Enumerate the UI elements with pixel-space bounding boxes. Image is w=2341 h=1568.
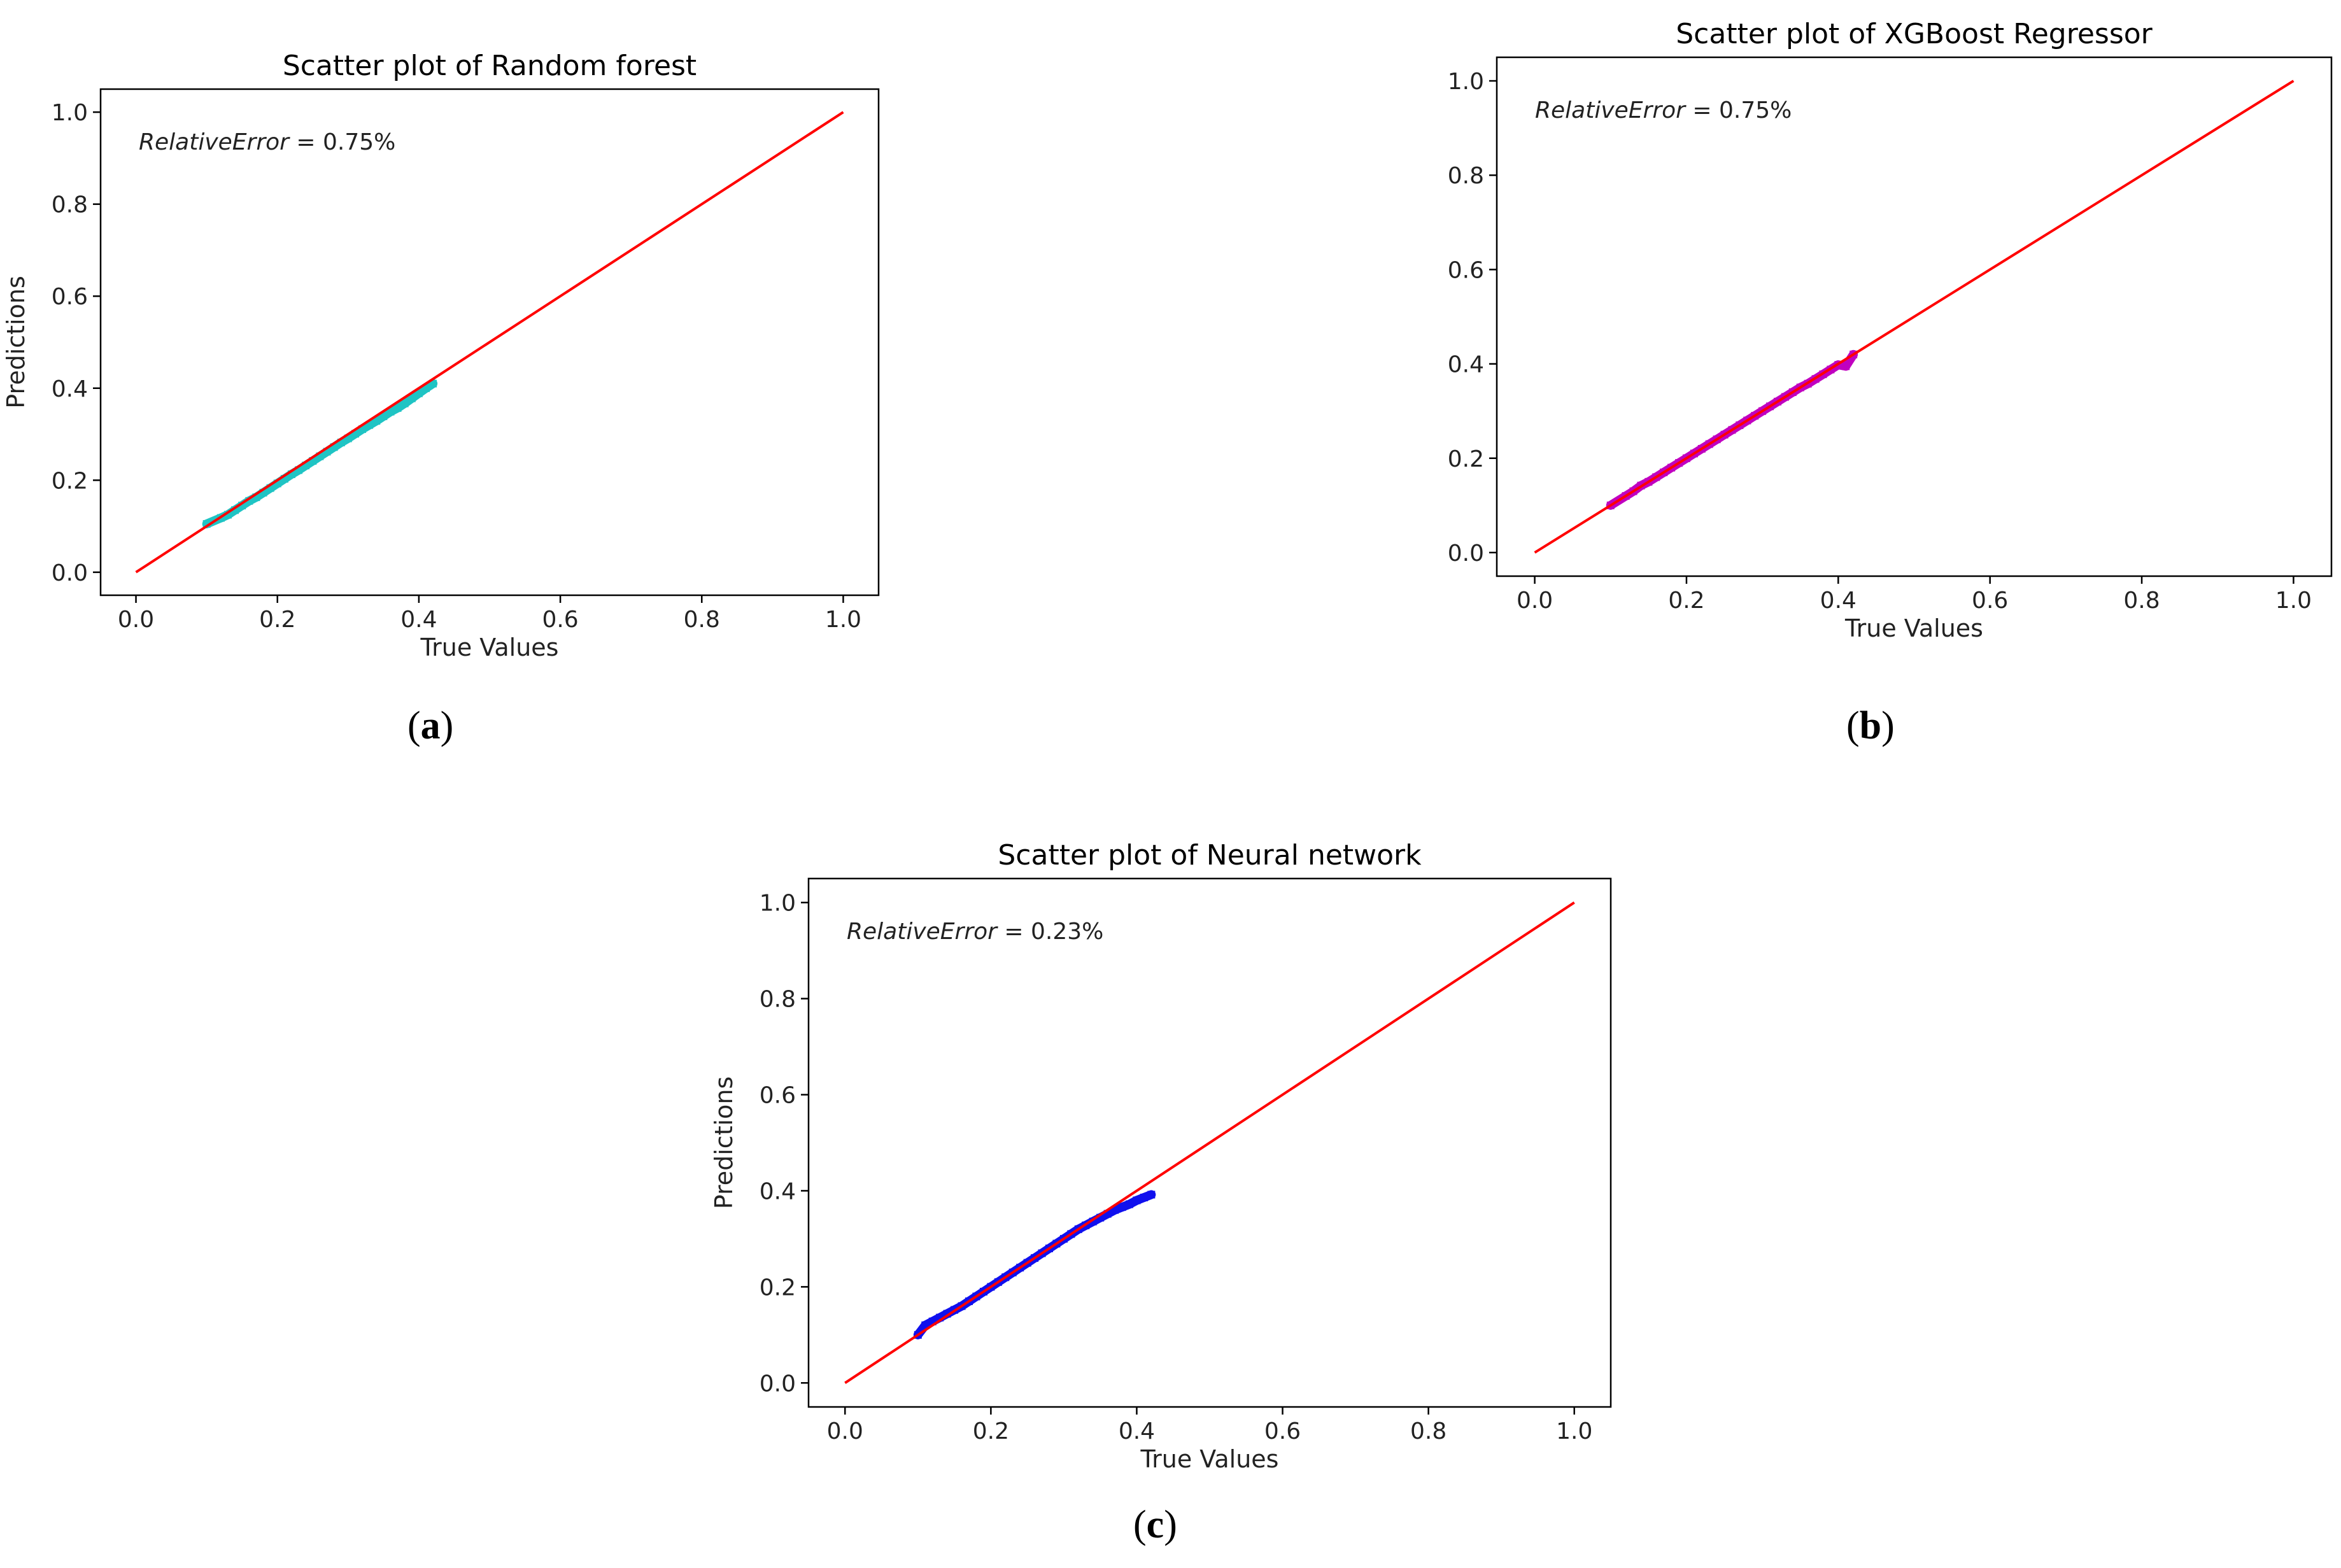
y-tick-label: 1.0 [52, 100, 88, 126]
y-axis-label: Predictions [2, 276, 30, 409]
y-tick-label: 0.2 [760, 1275, 796, 1301]
x-tick-label: 0.8 [1410, 1418, 1446, 1444]
scatter-point-band [1139, 1190, 1156, 1203]
scatter-points [913, 1190, 1156, 1339]
x-tick-label: 0.0 [1517, 588, 1553, 614]
x-tick-label: 0.2 [1668, 588, 1704, 614]
x-tick-label: 0.8 [684, 607, 720, 633]
relative-error-annotation: RelativeError = 0.75% [139, 129, 395, 155]
x-tick-label: 1.0 [2275, 588, 2312, 614]
y-tick-label: 0.8 [1448, 163, 1484, 189]
y-tick-label: 0.4 [52, 376, 88, 402]
y-tick-label: 0.6 [760, 1083, 796, 1109]
caption-c: (c) [1133, 1503, 1177, 1546]
scatter-chart-random-forest: Scatter plot of Random forest 0.0 0.2 0.4 0.… [2, 50, 880, 661]
x-tick-label: 0.8 [2123, 588, 2160, 614]
plot-frame [99, 88, 880, 597]
y-tick-label: 0.0 [760, 1371, 796, 1397]
x-tick-label: 0.0 [118, 607, 154, 633]
y-tick-label: 0.4 [760, 1178, 796, 1204]
annotation-value: = 0.23% [997, 919, 1103, 945]
x-tick-label: 0.6 [1264, 1418, 1301, 1444]
y-tick-label: 0.0 [52, 560, 88, 586]
y-tick-label: 0.8 [760, 987, 796, 1013]
chart-panel-random-forest: Scatter plot of Random forest 0.0 0.2 0.4 0.… [0, 38, 904, 738]
x-tick-label: 0.4 [1820, 588, 1857, 614]
annotation-italic: RelativeError [1535, 97, 1687, 124]
annotation-value: = 0.75% [289, 129, 395, 155]
reference-line [135, 111, 844, 574]
x-axis-label: True Values [1844, 614, 1983, 642]
y-tick-label: 1.0 [760, 891, 796, 917]
chart-title: Scatter plot of Random forest [283, 50, 697, 82]
y-axis-label: Predictions [710, 1077, 738, 1210]
relative-error-annotation: RelativeError = 0.23% [847, 919, 1103, 945]
x-tick-label: 1.0 [1556, 1418, 1592, 1444]
x-tick-label: 0.6 [1972, 588, 2008, 614]
chart-panel-xgboost: Scatter plot of XGBoost Regressor 0.0 0.2 0… [1413, 6, 2341, 707]
annotation-italic: RelativeError [139, 129, 290, 155]
x-axis-label: True Values [1140, 1445, 1279, 1473]
reference-line [1534, 80, 2295, 554]
caption-a: (a) [407, 704, 454, 747]
chart-title: Scatter plot of XGBoost Regressor [1676, 18, 2153, 50]
x-tick-label: 1.0 [825, 607, 861, 633]
y-tick-label: 0.2 [52, 468, 88, 494]
chart-title: Scatter plot of Neural network [998, 839, 1422, 872]
y-tick-label: 0.4 [1448, 352, 1484, 378]
y-tick-label: 1.0 [1448, 69, 1484, 95]
chart-panel-neural-network: Scatter plot of Neural network 0.0 0.2 0.4 0… [707, 828, 1662, 1490]
x-axis-label: True Values [420, 633, 559, 661]
scatter-point-band [421, 379, 438, 393]
y-tick-label: 0.2 [1448, 446, 1484, 472]
x-tick-label: 0.2 [973, 1418, 1009, 1444]
y-tick-label: 0.0 [1448, 540, 1484, 567]
y-tick-label: 0.6 [1448, 257, 1484, 283]
x-tick-label: 0.2 [259, 607, 295, 633]
x-tick-label: 0.4 [400, 607, 437, 633]
plot-frame [1496, 56, 2333, 577]
scatter-chart-xgboost: Scatter plot of XGBoost Regressor 0.0 0.2 0… [1448, 18, 2333, 642]
annotation-value: = 0.75% [1685, 97, 1792, 124]
relative-error-annotation: RelativeError = 0.75% [1535, 97, 1792, 124]
caption-b: (b) [1846, 704, 1895, 747]
plot-frame [807, 877, 1612, 1408]
y-tick-label: 0.6 [52, 284, 88, 310]
reference-line [844, 901, 1575, 1384]
x-tick-label: 0.6 [542, 607, 578, 633]
x-tick-label: 0.4 [1119, 1418, 1155, 1444]
annotation-italic: RelativeError [847, 919, 998, 945]
y-tick-label: 0.8 [52, 192, 88, 218]
x-tick-label: 0.0 [827, 1418, 863, 1444]
scatter-chart-neural-network: Scatter plot of Neural network 0.0 0.2 0.4 0… [710, 839, 1612, 1473]
